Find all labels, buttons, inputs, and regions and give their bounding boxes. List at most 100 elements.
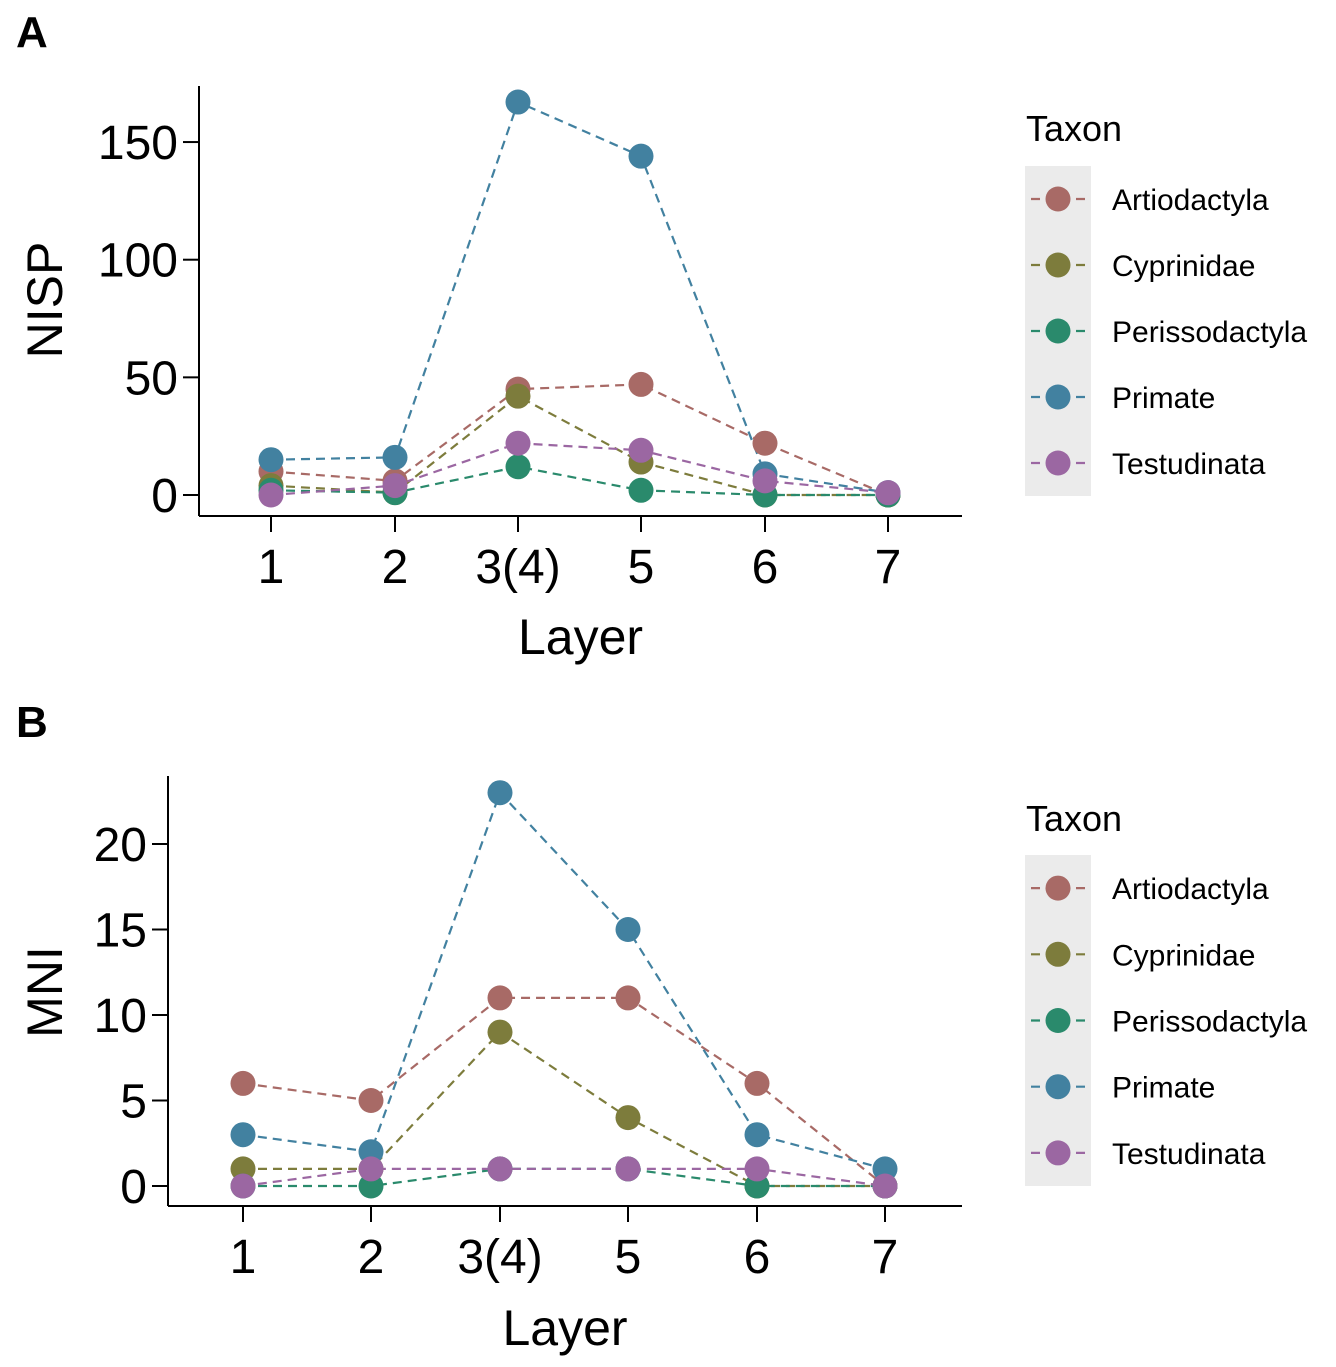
data-point-primate <box>872 1156 898 1182</box>
data-point-primate <box>628 143 654 169</box>
data-point-testudinata <box>752 468 778 494</box>
data-point-testudinata <box>358 1156 384 1182</box>
data-point-cyprinidae <box>487 1019 513 1045</box>
legend-marker <box>1045 186 1071 212</box>
legend-label: Primate <box>1112 382 1215 415</box>
x-tick-label: 6 <box>752 541 779 594</box>
series-line-artiodactyla <box>242 996 886 1187</box>
series-line-primate <box>270 100 889 494</box>
series-lines <box>270 100 889 497</box>
legend-label: Perissodactyla <box>1112 1006 1307 1039</box>
data-point-primate <box>487 780 513 806</box>
series-lines <box>242 790 886 1188</box>
x-tick-label: 7 <box>875 541 902 594</box>
data-point-cyprinidae <box>615 1105 641 1131</box>
data-point-testudinata <box>258 482 284 508</box>
legend-marker <box>1045 1074 1071 1100</box>
data-point-cyprinidae <box>505 383 531 409</box>
data-point-testudinata <box>230 1173 256 1199</box>
series-points <box>230 780 898 1199</box>
data-point-perissodactyla <box>744 1173 770 1199</box>
y-axis-title: MNI <box>17 946 73 1038</box>
x-tick-label: 1 <box>230 1231 257 1284</box>
data-point-testudinata <box>875 480 901 506</box>
legend-item: Testudinata <box>1031 1138 1266 1171</box>
data-point-cyprinidae <box>230 1156 256 1182</box>
legend-item: Cyprinidae <box>1031 939 1255 972</box>
legend-label: Artiodactyla <box>1112 873 1269 906</box>
legend-label: Primate <box>1112 1072 1215 1105</box>
legend-marker <box>1045 384 1071 410</box>
data-point-primate <box>382 444 408 470</box>
x-axis-title: Layer <box>518 609 643 665</box>
legend-item: Artiodactyla <box>1031 873 1269 906</box>
y-tick-label: 0 <box>151 470 178 523</box>
y-tick-label: 100 <box>98 235 178 288</box>
data-point-artiodactyla <box>230 1070 256 1096</box>
data-point-artiodactyla <box>615 985 641 1011</box>
x-tick-label: 6 <box>744 1231 771 1284</box>
series-line-cyprinidae <box>243 1030 885 1188</box>
series-line-cyprinidae <box>270 394 888 497</box>
legend-label: Cyprinidae <box>1112 250 1255 283</box>
legend-title: Taxon <box>1026 798 1122 839</box>
data-point-artiodactyla <box>487 985 513 1011</box>
data-point-testudinata <box>872 1173 898 1199</box>
data-point-testudinata <box>744 1156 770 1182</box>
data-point-testudinata <box>615 1156 641 1182</box>
legend-marker <box>1045 450 1071 476</box>
data-point-primate <box>744 1122 770 1148</box>
data-point-artiodactyla <box>744 1070 770 1096</box>
legend-marker <box>1045 1008 1071 1033</box>
x-tick-label: 1 <box>258 541 285 594</box>
data-point-primate <box>615 917 641 942</box>
x-tick-label: 5 <box>628 541 655 594</box>
data-point-primate <box>358 1139 384 1165</box>
legend-item: Perissodactyla <box>1031 1006 1307 1039</box>
data-point-artiodactyla <box>358 1088 384 1113</box>
series-line-testudinata <box>242 1167 886 1188</box>
data-point-primate <box>230 1122 256 1148</box>
y-axis-title: NISP <box>17 242 73 359</box>
legend-marker <box>1045 318 1071 344</box>
legend: Taxon Artiodactyla Cyprinidae Perissodactyl… <box>1025 798 1307 1186</box>
legend-item: Testudinata <box>1031 448 1266 481</box>
legend-label: Artiodactyla <box>1112 184 1269 217</box>
y-tick-label: 150 <box>98 117 178 170</box>
data-point-testudinata <box>382 473 408 499</box>
y-tick-label: 15 <box>94 905 147 958</box>
y-tick-label: 0 <box>120 1161 147 1214</box>
y-tick-label: 50 <box>125 352 178 405</box>
legend-label: Testudinata <box>1112 448 1266 481</box>
legend-marker <box>1045 252 1071 278</box>
series-points <box>258 89 901 508</box>
data-point-testudinata <box>505 430 531 456</box>
y-tick-label: 10 <box>94 990 147 1043</box>
panel-label: A <box>16 8 48 57</box>
panel-label: B <box>16 698 48 747</box>
data-point-artiodactyla <box>752 430 778 456</box>
series-line-artiodactyla <box>270 383 889 497</box>
series-line-primate <box>242 790 886 1170</box>
y-tick-label: 20 <box>94 819 147 872</box>
data-point-artiodactyla <box>628 371 654 397</box>
legend-item: Cyprinidae <box>1031 250 1255 283</box>
legend-item: Artiodactyla <box>1031 184 1269 217</box>
x-tick-label: 3(4) <box>457 1231 542 1284</box>
data-point-perissodactyla <box>505 454 531 480</box>
x-tick-label: 5 <box>615 1231 642 1284</box>
x-axis-title: Layer <box>502 1300 627 1356</box>
legend-label: Cyprinidae <box>1112 939 1255 972</box>
legend-marker <box>1045 1140 1071 1166</box>
legend-label: Perissodactyla <box>1112 316 1307 349</box>
x-tick-label: 3(4) <box>475 541 560 594</box>
data-point-perissodactyla <box>628 477 654 503</box>
x-tick-label: 2 <box>358 1231 385 1284</box>
legend-marker <box>1045 875 1071 901</box>
legend-title: Taxon <box>1026 108 1122 149</box>
legend-item: Primate <box>1031 382 1215 415</box>
data-point-primate <box>258 447 284 473</box>
legend: Taxon Artiodactyla Cyprinidae Perissodactyl… <box>1025 108 1307 496</box>
data-point-primate <box>505 89 531 115</box>
